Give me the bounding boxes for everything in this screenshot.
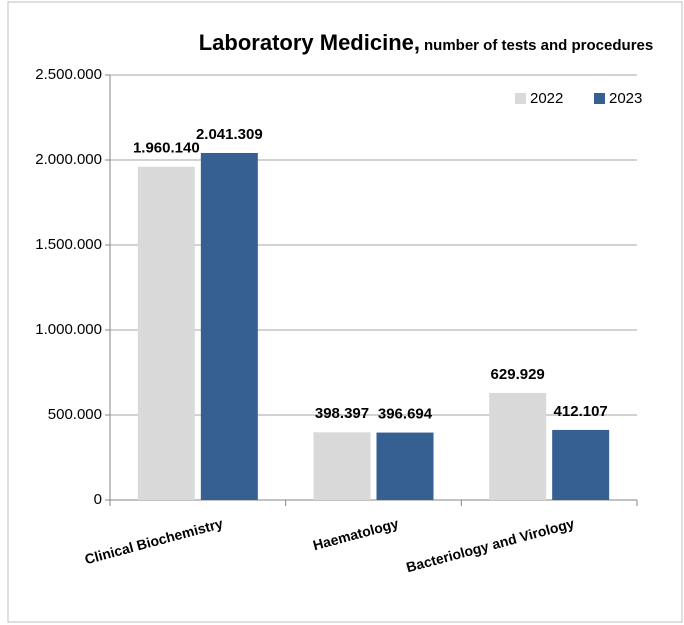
bar [376, 432, 434, 500]
y-tick-label: 1.000.000 [35, 321, 102, 338]
value-label: 629.929 [491, 366, 545, 383]
y-tick-label: 0 [94, 491, 102, 508]
y-tick-label: 2.000.000 [35, 151, 102, 168]
chart-frame [7, 1, 683, 623]
y-tick-label: 500.000 [48, 406, 102, 423]
bar [313, 432, 371, 500]
value-label: 398.397 [315, 405, 369, 422]
legend-label: 2022 [530, 90, 563, 107]
value-label: 2.041.309 [196, 126, 263, 143]
y-tick-label: 2.500.000 [35, 66, 102, 83]
bar [489, 392, 547, 500]
legend-label: 2023 [609, 90, 642, 107]
chart-subtitle: number of tests and procedures [424, 37, 653, 54]
y-tick-label: 1.500.000 [35, 236, 102, 253]
value-label: 1.960.140 [133, 140, 200, 157]
chart-title: Laboratory Medicine, [199, 30, 420, 55]
bar [137, 166, 195, 501]
bar [200, 152, 258, 500]
value-label: 412.107 [554, 403, 608, 420]
legend-swatch [515, 93, 526, 104]
legend-swatch [594, 93, 605, 104]
bar [552, 429, 610, 500]
value-label: 396.694 [378, 406, 433, 423]
